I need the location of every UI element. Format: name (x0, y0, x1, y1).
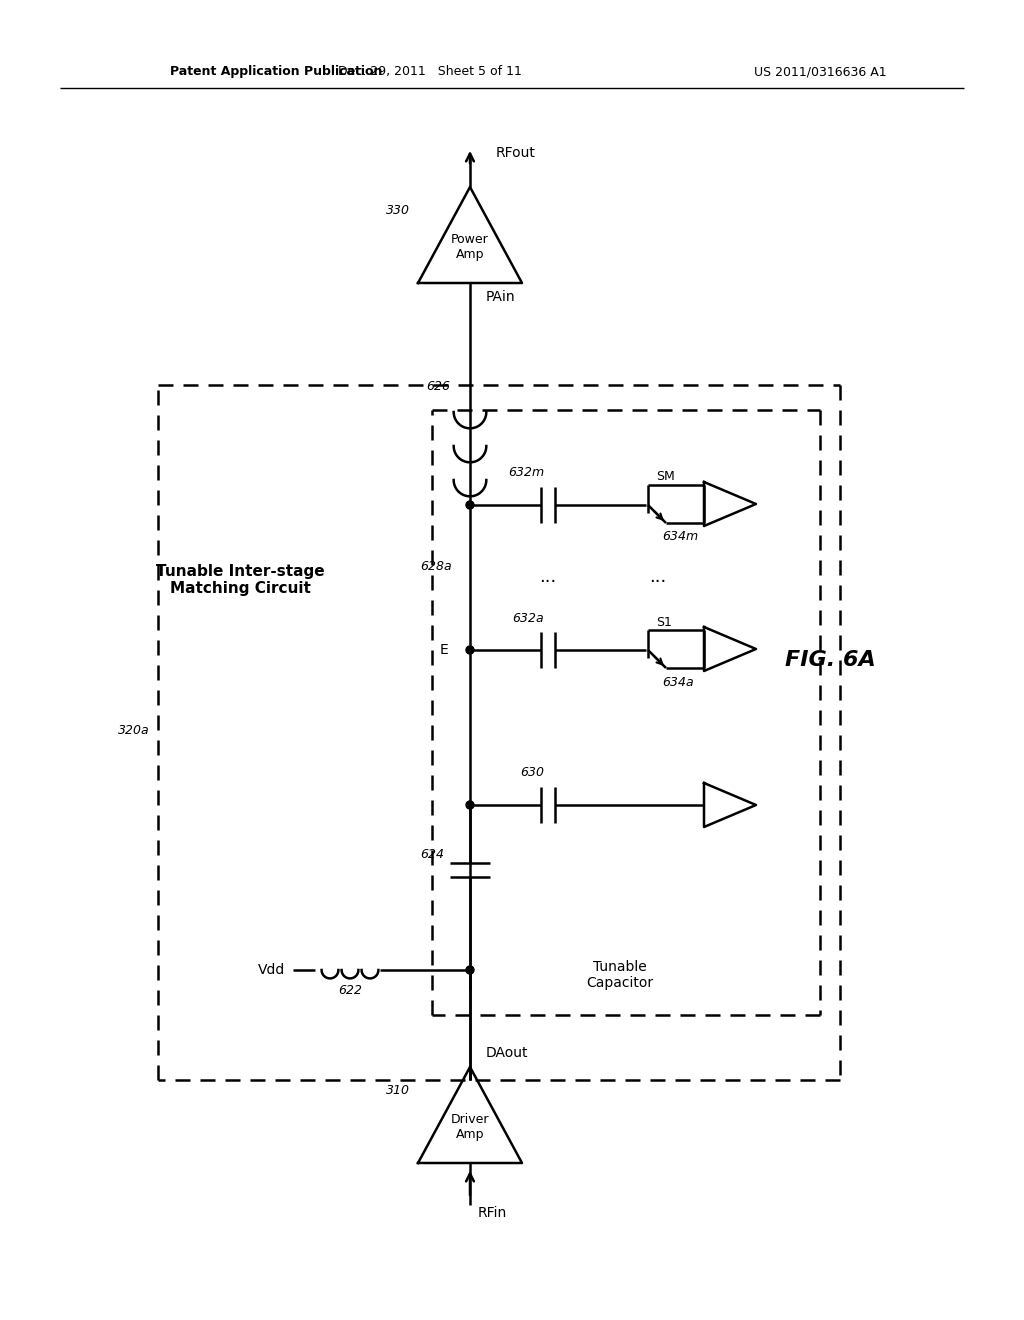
Text: Patent Application Publication: Patent Application Publication (170, 66, 382, 78)
Text: FIG. 6A: FIG. 6A (784, 649, 876, 671)
Text: DAout: DAout (486, 1045, 528, 1060)
Text: Dec. 29, 2011   Sheet 5 of 11: Dec. 29, 2011 Sheet 5 of 11 (338, 66, 522, 78)
Text: Vdd: Vdd (258, 964, 285, 977)
Text: RFout: RFout (496, 147, 536, 160)
Text: 634m: 634m (662, 531, 698, 544)
Text: E: E (439, 643, 449, 657)
Text: 628a: 628a (421, 561, 452, 573)
Text: Tunable Inter-stage
Matching Circuit: Tunable Inter-stage Matching Circuit (156, 564, 325, 597)
Text: 310: 310 (386, 1085, 410, 1097)
Text: 622: 622 (338, 983, 362, 997)
Text: S1: S1 (656, 615, 672, 628)
Text: 320a: 320a (119, 723, 150, 737)
Text: 624: 624 (420, 847, 444, 861)
Circle shape (466, 801, 474, 809)
Text: Power
Amp: Power Amp (452, 234, 488, 261)
Text: Tunable
Capacitor: Tunable Capacitor (587, 960, 653, 990)
Text: 632m: 632m (508, 466, 544, 479)
Text: RFin: RFin (478, 1206, 507, 1220)
Text: 634a: 634a (662, 676, 693, 689)
Text: ...: ... (540, 568, 557, 586)
Text: ...: ... (649, 568, 667, 586)
Circle shape (466, 502, 474, 510)
Circle shape (466, 645, 474, 653)
Text: SM: SM (656, 470, 675, 483)
Text: 330: 330 (386, 205, 410, 218)
Text: US 2011/0316636 A1: US 2011/0316636 A1 (754, 66, 887, 78)
Text: PAin: PAin (486, 290, 516, 304)
Text: 630: 630 (520, 767, 544, 780)
Text: 632a: 632a (512, 611, 544, 624)
Text: Driver
Amp: Driver Amp (451, 1113, 489, 1140)
Circle shape (466, 966, 474, 974)
Text: 626: 626 (426, 380, 450, 393)
